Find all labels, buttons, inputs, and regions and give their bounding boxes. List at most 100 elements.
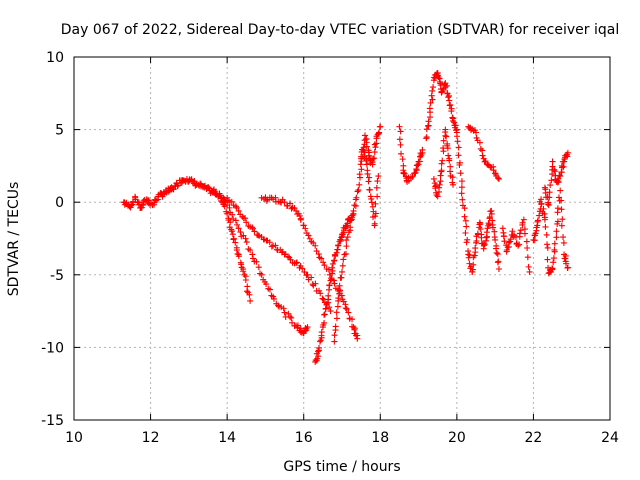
data-point-track <box>354 188 361 195</box>
data-point-track <box>301 269 308 276</box>
data-point-track <box>308 274 315 281</box>
data-point <box>450 117 457 124</box>
data-point <box>339 268 345 275</box>
data-point-track <box>296 212 303 219</box>
data-point-track <box>476 139 483 146</box>
data-point-track <box>544 241 551 248</box>
data-point-track <box>481 241 488 248</box>
data-point-track <box>240 232 247 239</box>
data-point-track <box>305 232 312 239</box>
data-point-track <box>491 228 498 235</box>
data-point-track <box>335 242 342 249</box>
data-point-track <box>335 295 342 302</box>
data-point-track <box>459 196 466 203</box>
data-point-track <box>315 344 322 351</box>
data-point-track <box>454 133 461 140</box>
data-point-track <box>505 239 512 246</box>
data-point-track <box>547 182 554 189</box>
data-point-track <box>326 282 333 289</box>
data-point-track <box>463 223 470 230</box>
data-point-track <box>442 129 449 136</box>
data-point-track <box>560 234 567 241</box>
data-point-track <box>523 238 530 245</box>
data-point <box>515 242 522 249</box>
data-point-track <box>447 168 454 175</box>
data-point <box>331 257 338 264</box>
data-point-track <box>299 265 306 272</box>
data-point-track <box>563 260 570 267</box>
data-point-track <box>320 259 327 266</box>
data-point-track <box>250 255 257 262</box>
data-point-track <box>134 198 141 205</box>
data-point <box>549 265 556 272</box>
data-point-track <box>243 219 250 226</box>
data-point-track <box>445 94 452 101</box>
data-point <box>453 126 460 133</box>
data-point-track <box>366 186 373 193</box>
x-tick-label: 18 <box>371 430 389 446</box>
data-point <box>247 247 254 254</box>
data-point-track <box>217 192 224 199</box>
data-point-track <box>288 205 295 212</box>
data-point-track <box>297 216 304 223</box>
data-point-track <box>371 149 378 156</box>
data-point-track <box>374 193 381 200</box>
data-point-track <box>341 251 348 258</box>
data-point-track <box>358 153 365 160</box>
data-point-track <box>477 145 484 152</box>
data-point-track <box>401 170 408 177</box>
data-point-track <box>234 221 241 228</box>
data-point-track <box>542 223 549 230</box>
data-point <box>327 308 334 315</box>
data-point-track <box>444 145 451 152</box>
data-point-track <box>232 217 239 224</box>
data-point-track <box>287 256 294 263</box>
data-point <box>350 324 357 331</box>
data-point-track <box>516 241 523 248</box>
data-point <box>396 123 403 130</box>
data-point-track <box>458 184 465 191</box>
data-point-track <box>364 170 371 177</box>
data-point-track <box>466 252 473 259</box>
data-point-track <box>336 290 343 297</box>
data-point-track <box>560 239 567 246</box>
data-point-track <box>249 251 256 258</box>
data-point-track <box>325 292 332 299</box>
data-point-track <box>519 219 526 226</box>
data-point-track <box>456 162 463 169</box>
data-point-track <box>285 310 292 317</box>
data-point-track <box>229 211 236 218</box>
data-point-track <box>397 128 404 135</box>
data-point-track <box>326 304 333 311</box>
data-point-track <box>315 251 322 258</box>
data-point <box>281 199 288 206</box>
data-point-track <box>489 224 496 231</box>
data-point-track <box>322 305 329 312</box>
data-point-track <box>443 82 450 89</box>
data-point <box>354 335 361 342</box>
y-tick-label: -10 <box>41 340 64 356</box>
data-point-track <box>329 260 336 267</box>
data-point <box>473 129 479 136</box>
data-point <box>356 181 363 188</box>
y-tick-labels: -15 -10 -5 0 5 10 <box>41 50 64 429</box>
data-point-track <box>477 225 484 232</box>
data-point-track <box>477 220 484 227</box>
data-point-track <box>366 174 373 181</box>
data-point-track <box>455 144 462 151</box>
data-point <box>549 158 556 165</box>
data-point-track <box>253 258 260 265</box>
data-point-track <box>368 195 375 202</box>
data-point-track <box>470 261 477 268</box>
data-point <box>492 236 499 243</box>
data-point <box>293 207 300 214</box>
data-point-track <box>348 216 355 223</box>
data-point-track <box>446 157 453 164</box>
data-point-track <box>368 199 375 206</box>
data-point <box>293 260 300 267</box>
data-point <box>331 338 338 345</box>
data-point-track <box>345 309 352 316</box>
data-point-track <box>329 264 336 271</box>
data-point-track <box>266 239 273 246</box>
data-point-track <box>474 230 481 237</box>
